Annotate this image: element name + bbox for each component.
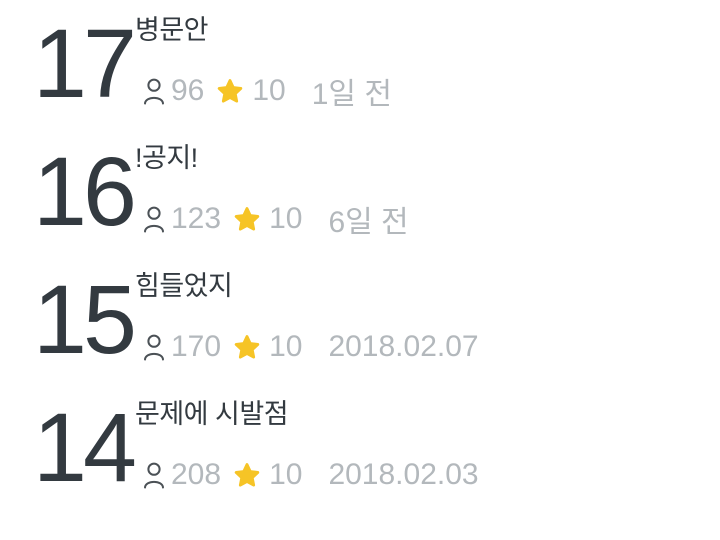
episode-date: 6일 전 [328, 206, 409, 239]
episode-date: 2018.02.03 [328, 458, 479, 491]
episode-title: !공지! [135, 143, 198, 173]
episode-number: 15 [33, 265, 137, 374]
episode-stats: 208 10 2018.02.03 [135, 458, 479, 492]
episode-stats: 170 10 2018.02.07 [135, 330, 479, 364]
person-icon [142, 333, 166, 362]
episode-info: !공지! 123 10 6일 전 [135, 128, 409, 256]
episode-stats: 96 10 1일 전 [135, 74, 392, 111]
person-icon [142, 205, 166, 234]
person-icon [142, 77, 166, 106]
rating-value: 10 [269, 458, 303, 491]
episode-info: 힘들었지 170 10 2018.02.07 [135, 256, 479, 384]
episode-number: 17 [33, 9, 137, 118]
views-count: 96 [171, 74, 205, 107]
episode-row[interactable]: 16 !공지! 123 10 6일 전 [0, 128, 720, 256]
rating-value: 10 [269, 202, 303, 235]
episode-title: 문제에 시발점 [135, 399, 289, 429]
star-icon [233, 205, 261, 233]
episode-date: 2018.02.07 [328, 330, 479, 363]
episode-row[interactable]: 17 병문안 96 10 1일 전 [0, 0, 720, 128]
episode-info: 문제에 시발점 208 10 2018.02.03 [135, 384, 479, 512]
episode-stats: 123 10 6일 전 [135, 202, 409, 239]
star-icon [233, 461, 261, 489]
episode-number: 14 [33, 393, 137, 502]
episode-info: 병문안 96 10 1일 전 [135, 0, 392, 128]
rating-value: 10 [269, 330, 303, 363]
person-icon [142, 461, 166, 490]
episode-number: 16 [33, 137, 137, 246]
episode-title: 힘들었지 [135, 271, 233, 301]
episode-row[interactable]: 14 문제에 시발점 208 10 2018.02.03 [0, 384, 720, 512]
episode-list: 17 병문안 96 10 1일 전 [0, 0, 720, 512]
views-count: 208 [171, 458, 222, 491]
views-count: 123 [171, 202, 222, 235]
star-icon [233, 333, 261, 361]
episode-row[interactable]: 15 힘들었지 170 10 2018.02.07 [0, 256, 720, 384]
rating-value: 10 [252, 74, 286, 107]
episode-title: 병문안 [135, 15, 209, 45]
star-icon [216, 77, 244, 105]
views-count: 170 [171, 330, 222, 363]
episode-date: 1일 전 [311, 78, 392, 111]
